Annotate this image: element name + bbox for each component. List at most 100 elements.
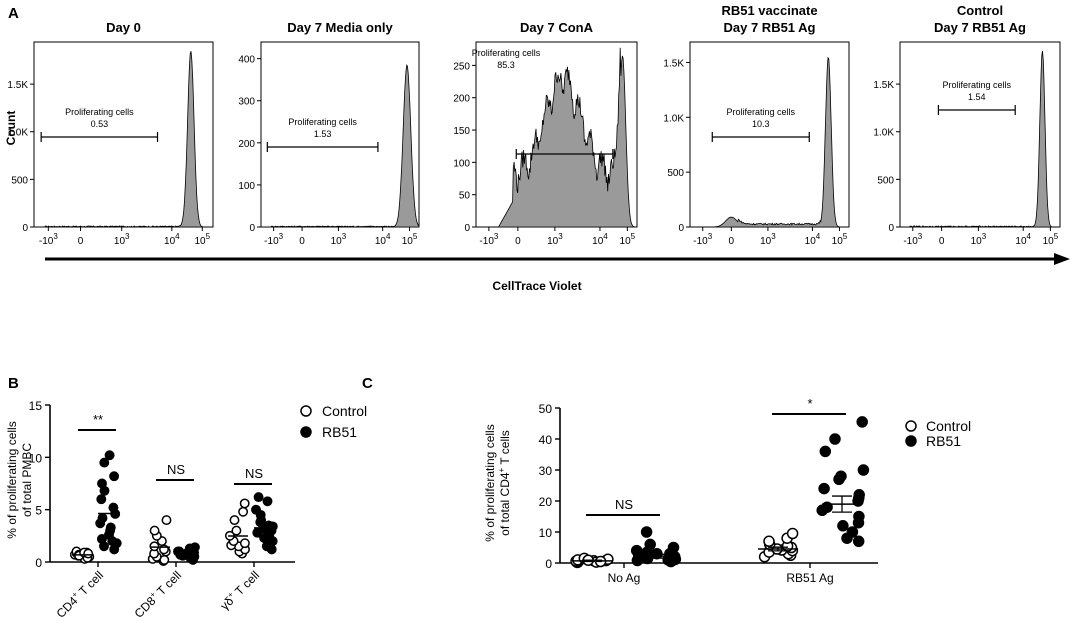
y-tick-label: 0 (464, 223, 470, 234)
rb51-point (857, 464, 870, 476)
x-tick-exponent: 3 (494, 232, 499, 241)
rb51-point (96, 494, 107, 505)
y-tick-label: 250 (453, 61, 470, 72)
rb51-point (819, 445, 832, 458)
rb51-point (262, 496, 273, 507)
significance-label: ** (93, 412, 103, 427)
histogram-plot-0: Day 0 0 500 1.0K 1.5K -103 0 103 104 105 Prolifera… (7, 20, 214, 247)
control-point (763, 535, 775, 548)
x-tick-exponent: 3 (279, 232, 284, 241)
histogram-title: Day 0 (106, 20, 141, 35)
y-tick-label: 100 (238, 181, 255, 192)
histogram-plot-4: Control Day 7 RB51 Ag 0 500 1.0K 1.5K -103 0 103… (873, 3, 1061, 247)
y-axis-label-line2: of total PMBC (20, 443, 34, 517)
y-tick-label: 0 (545, 557, 552, 571)
control-point (239, 538, 250, 549)
y-tick-label: 0 (35, 556, 42, 570)
x-tick-label: 103 (114, 232, 130, 247)
x-tick-label: 103 (331, 232, 347, 247)
gate-value: 0.53 (91, 119, 109, 129)
rb51-point (97, 478, 107, 489)
x-tick-label: -103 (39, 232, 58, 247)
panel-c-scatter: 0 10 20 30 40 50 % of proliferating cellsof to… (483, 396, 971, 585)
rb51-point (109, 471, 120, 482)
rb51-point (107, 536, 118, 547)
control-point (83, 548, 94, 559)
x-tick-exponent: 3 (342, 232, 347, 241)
control-point (786, 527, 799, 540)
y-axis-label: % of proliferating cellsof total CD4+ T … (483, 424, 512, 541)
x-tick-label: 0 (939, 236, 945, 247)
y-tick-label: 500 (11, 175, 28, 186)
histogram-plot-1: Day 7 Media only 0 100 200 300 400 -103 0 103 104… (238, 20, 420, 247)
rb51-point (99, 541, 109, 552)
y-axis-label-tail: T cells (498, 430, 512, 468)
x-category-tail: T cell (152, 568, 184, 600)
x-tick-exponent: 4 (1027, 232, 1032, 241)
panel-letter-c: C (362, 375, 373, 392)
control-point (149, 541, 160, 552)
rb51-point (632, 548, 645, 561)
x-category-label: γδ+ T cell (217, 568, 262, 613)
control-point (231, 525, 242, 536)
gate-value: 1.54 (968, 92, 986, 102)
rb51-point (261, 534, 272, 544)
significance-label: NS (245, 466, 263, 481)
y-tick-label: 100 (453, 158, 470, 169)
y-axis-label-line1: % of proliferating cells (5, 421, 19, 538)
x-tick-label: 105 (620, 232, 636, 247)
y-tick-label: 200 (238, 139, 255, 150)
x-tick-exponent: 5 (413, 232, 418, 241)
y-tick-label: 30 (539, 464, 553, 478)
x-tick-label: 104 (164, 232, 180, 247)
y-tick-label: 400 (238, 55, 255, 66)
gate-label: Proliferating cells (943, 80, 1012, 90)
y-axis-label-line1: % of proliferating cells (483, 424, 497, 541)
x-tick-exponent: 3 (708, 232, 713, 241)
y-tick-label: 50 (539, 402, 553, 416)
control-point (149, 525, 160, 536)
legend-control-label: Control (322, 403, 367, 419)
control-point (238, 506, 249, 517)
panel-b-scatter: 0 5 10 15 % of proliferating cellsof total P… (5, 399, 367, 621)
control-point (229, 515, 240, 526)
histogram-title-line1: RB51 vaccinate (721, 3, 817, 18)
gate-label: Proliferating cells (726, 107, 795, 117)
x-tick-label: 105 (402, 232, 418, 247)
y-axis-label: % of proliferating cellsof total PMBC (5, 421, 34, 538)
x-tick-exponent: 3 (53, 232, 58, 241)
x-tick-label: 105 (1043, 232, 1059, 247)
rb51-point (853, 510, 865, 523)
y-tick-label: 0 (888, 223, 894, 234)
x-tick-exponent: 3 (771, 232, 776, 241)
x-tick-exponent: 3 (125, 232, 130, 241)
x-category-label: CD8+ T cell (131, 568, 184, 621)
y-tick-label: 1.0K (873, 128, 894, 139)
rb51-point (667, 554, 680, 566)
rb51-point (267, 521, 278, 532)
histogram-plot-3: RB51 vaccinate Day 7 RB51 Ag 0 500 1.0K 1.5K -… (663, 3, 850, 247)
gate-value: 1.53 (314, 129, 332, 139)
control-point (905, 420, 917, 432)
histogram-frame (260, 41, 420, 228)
control-point (300, 405, 312, 417)
gate-value: 85.3 (497, 60, 515, 70)
histogram-title-line2: Day 7 RB51 Ag (724, 20, 816, 35)
x-tick-label: 104 (805, 232, 821, 247)
legend-control-label: Control (926, 418, 971, 434)
celltrace-arrow-head (1054, 253, 1070, 265)
x-tick-exponent: 3 (918, 232, 923, 241)
x-tick-exponent: 3 (982, 232, 987, 241)
x-tick-label: 103 (971, 232, 987, 247)
y-axis-label-line2: of total CD4 (498, 472, 512, 536)
x-tick-label: -103 (903, 232, 922, 247)
y-tick-label: 1.5K (663, 58, 684, 69)
y-tick-label: 20 (539, 495, 553, 509)
histogram-frame (899, 41, 1061, 228)
y-tick-label: 50 (459, 191, 471, 202)
rb51-point (97, 513, 108, 523)
rb51-point (108, 502, 119, 513)
y-tick-label: 0 (22, 223, 28, 234)
x-tick-label: 105 (832, 232, 848, 247)
